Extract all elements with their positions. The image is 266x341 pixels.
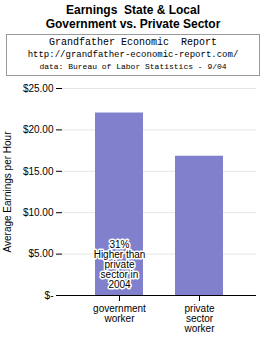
svg-text:$20.00: $20.00 (23, 124, 54, 135)
svg-text:governmentworker: governmentworker (93, 303, 146, 324)
html-text:Earnings State & Local Governm: Earnings State & Local Government vs. Pr… (45, 3, 221, 31)
svg-text:31%Higher thanprivatesector in: 31%Higher thanprivatesector in2004 (94, 239, 146, 290)
html-text:data: Bureau of Labor Statisti: data: Bureau of Labor Statistics - 9/04 (39, 62, 227, 71)
html-text:http://grandfather-economic-re: http://grandfather-economic-report.com/ (27, 50, 239, 60)
svg-text:privatesectorworker: privatesectorworker (183, 303, 215, 334)
svg-text:$-: $- (45, 290, 54, 301)
svg-text:$25.00: $25.00 (23, 83, 54, 94)
svg-text:$15.00: $15.00 (23, 166, 54, 177)
svg-text:$5.00: $5.00 (28, 248, 53, 259)
html-text:Grandfather Economic Report: Grandfather Economic Report (49, 37, 217, 48)
svg-text:$10.00: $10.00 (23, 207, 54, 218)
svg-text:Average Earnings per Hour: Average Earnings per Hour (2, 131, 13, 253)
